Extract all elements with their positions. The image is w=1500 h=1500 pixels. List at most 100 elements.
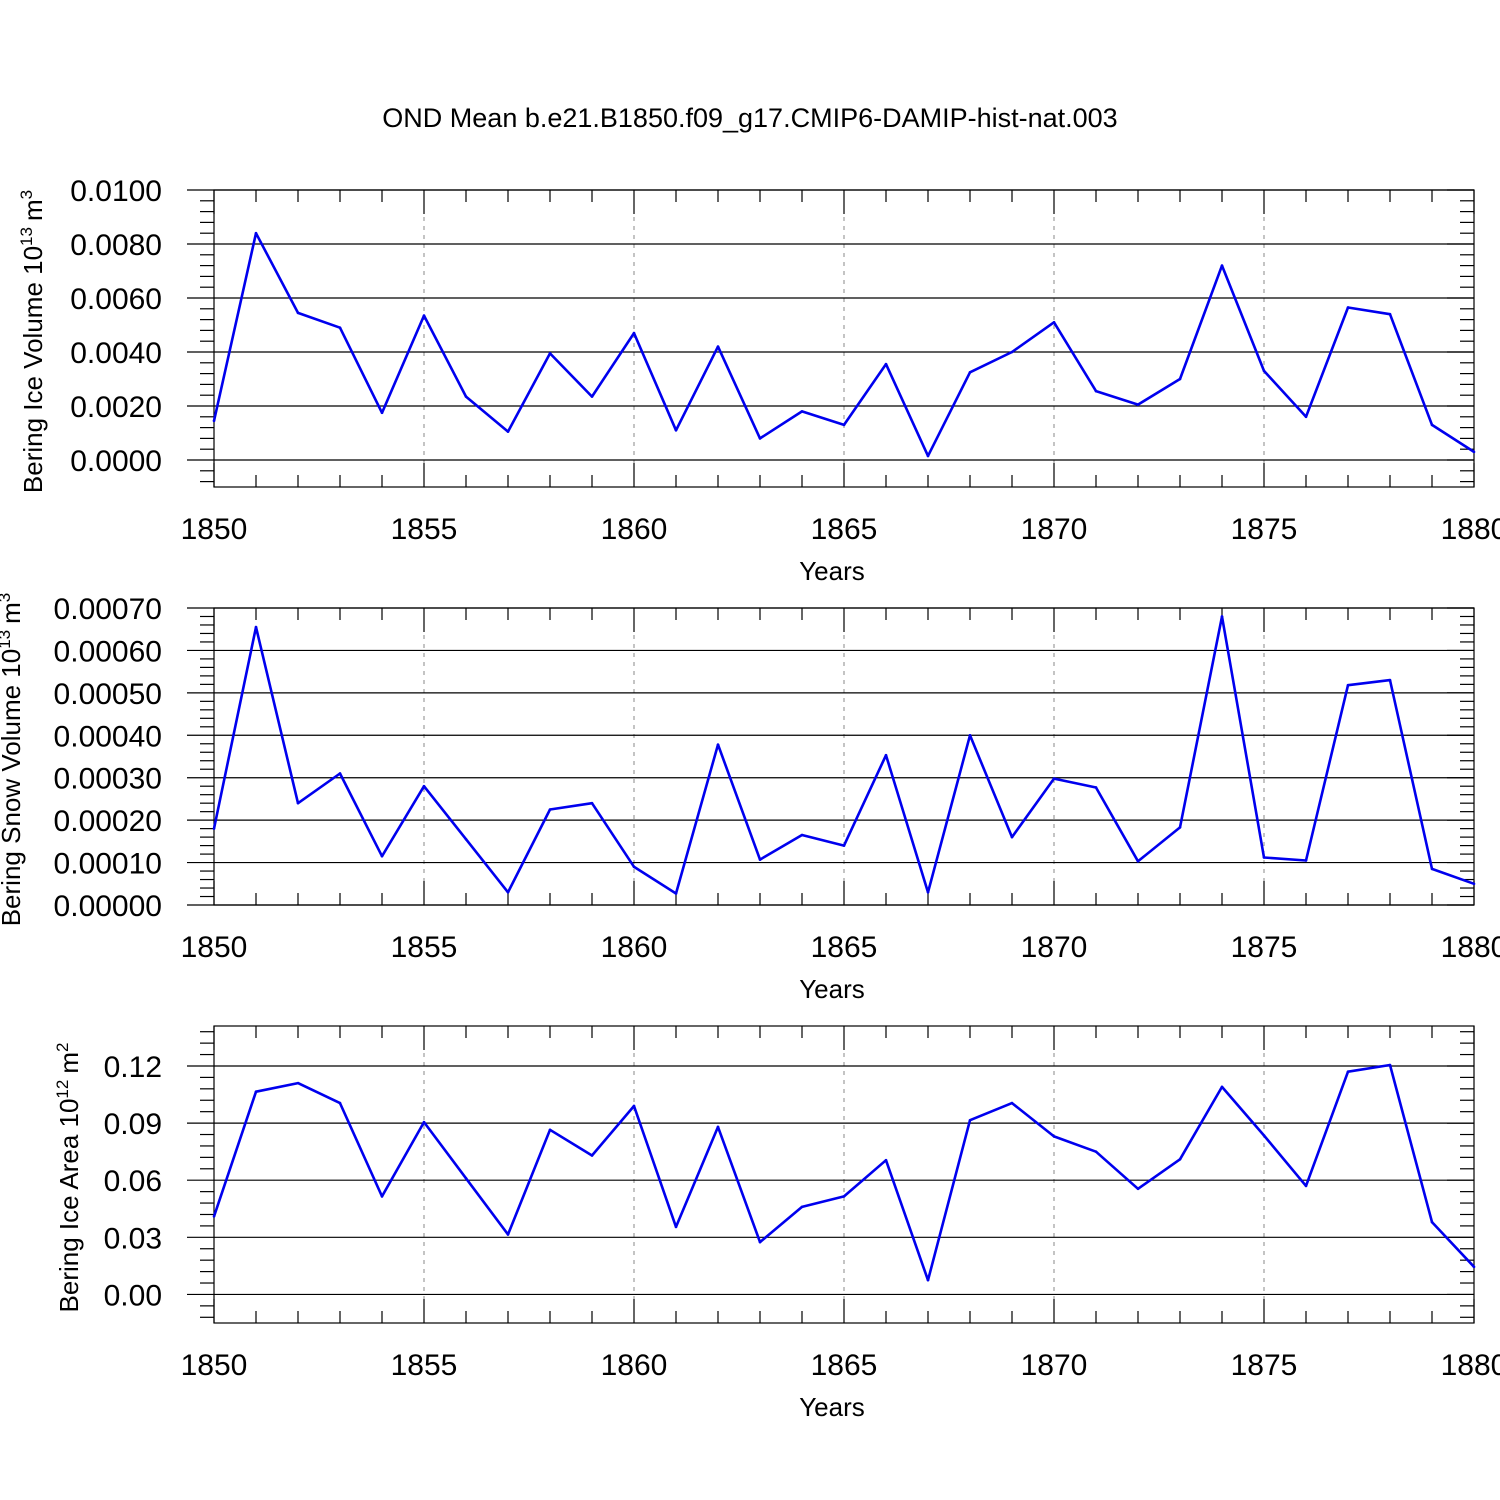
data-point bbox=[338, 326, 342, 330]
data-point bbox=[1346, 683, 1350, 687]
data-point bbox=[1220, 615, 1224, 618]
data-point bbox=[1304, 415, 1308, 419]
y-axis-title-exponent: 13 bbox=[17, 227, 36, 246]
y-axis-title-unit: m bbox=[54, 1052, 84, 1074]
data-point bbox=[1388, 678, 1392, 682]
data-point bbox=[338, 1101, 342, 1105]
data-point bbox=[674, 429, 678, 432]
data-point bbox=[212, 419, 216, 423]
x-tick-label: 1875 bbox=[1231, 1349, 1298, 1382]
x-tick-label: 1870 bbox=[1021, 931, 1088, 964]
y-axis-title-unit-exponent: 3 bbox=[17, 190, 36, 199]
data-point bbox=[212, 1215, 216, 1218]
y-tick-label: 0.0000 bbox=[70, 445, 162, 478]
y-tick-label: 0.00060 bbox=[54, 635, 162, 668]
x-tick-label: 1865 bbox=[811, 931, 878, 964]
data-point bbox=[632, 865, 636, 869]
x-tick-label: 1880 bbox=[1441, 931, 1500, 964]
data-point bbox=[296, 1081, 300, 1085]
y-tick-label: 0.0020 bbox=[70, 391, 162, 424]
data-point bbox=[758, 437, 762, 440]
y-axis-title-unit-exponent: 3 bbox=[0, 593, 14, 602]
data-point bbox=[1136, 403, 1140, 406]
x-tick-label: 1875 bbox=[1231, 931, 1298, 964]
data-point bbox=[926, 890, 930, 894]
y-tick-label: 0.03 bbox=[104, 1222, 162, 1255]
x-tick-label: 1855 bbox=[391, 931, 458, 964]
data-point bbox=[1346, 1070, 1350, 1073]
panel-1: 0.0000 0.0020 0.0040 0.0060 0.0080 0.0100 1850… bbox=[17, 175, 1500, 586]
data-point bbox=[1262, 1134, 1266, 1137]
data-point bbox=[254, 625, 258, 629]
y-axis-title-text: Bering Ice Area 10 bbox=[54, 1099, 84, 1313]
data-point bbox=[674, 892, 678, 895]
data-point bbox=[1094, 389, 1098, 393]
data-point bbox=[1094, 786, 1098, 789]
y-tick-label: 0.0060 bbox=[70, 283, 162, 316]
data-point bbox=[1262, 856, 1266, 859]
y-tick-label: 0.09 bbox=[104, 1108, 162, 1141]
y-axis-title: Bering Snow Volume 1013 m3 bbox=[0, 593, 26, 927]
x-tick-label: 1870 bbox=[1021, 1349, 1088, 1382]
x-tick-label: 1855 bbox=[391, 513, 458, 546]
data-point bbox=[548, 808, 552, 811]
data-point bbox=[716, 345, 720, 348]
data-point bbox=[422, 1120, 426, 1124]
y-tick-label: 0.00050 bbox=[54, 678, 162, 711]
data-point bbox=[254, 1090, 258, 1093]
data-point bbox=[758, 1240, 762, 1244]
data-point bbox=[548, 1128, 552, 1132]
data-point bbox=[1136, 1187, 1140, 1191]
y-axis-title-exponent: 12 bbox=[53, 1080, 72, 1099]
data-point bbox=[1178, 826, 1182, 829]
y-tick-label: 0.00040 bbox=[54, 720, 162, 753]
data-point bbox=[800, 1205, 804, 1209]
data-point bbox=[1262, 369, 1266, 373]
data-point bbox=[632, 1104, 636, 1108]
x-tick-label: 1855 bbox=[391, 1349, 458, 1382]
data-point bbox=[968, 1118, 972, 1122]
data-point bbox=[842, 423, 846, 427]
panel-3: 0.00 0.03 0.06 0.09 0.12 1850 1855 1860 1865 1870… bbox=[53, 1025, 1500, 1422]
y-tick-label: 0.00000 bbox=[54, 890, 162, 923]
y-tick-label: 0.0100 bbox=[70, 175, 162, 208]
data-point bbox=[1430, 867, 1434, 871]
data-point bbox=[1472, 450, 1476, 454]
data-point bbox=[590, 395, 594, 398]
data-point bbox=[800, 410, 804, 413]
data-point bbox=[254, 231, 258, 235]
data-point bbox=[1052, 777, 1056, 780]
y-tick-label: 0.00070 bbox=[54, 593, 162, 626]
y-axis-title-exponent: 13 bbox=[0, 630, 14, 649]
data-point bbox=[1346, 306, 1350, 309]
data-point bbox=[968, 733, 972, 737]
y-tick-label: 0.12 bbox=[104, 1051, 162, 1084]
data-point bbox=[1220, 1085, 1224, 1089]
data-point bbox=[296, 801, 300, 805]
y-axis-title: Bering Ice Area 1012 m2 bbox=[53, 1043, 84, 1313]
data-point bbox=[1010, 835, 1014, 839]
x-tick-label: 1865 bbox=[811, 513, 878, 546]
data-point bbox=[716, 743, 720, 746]
data-point bbox=[1430, 1220, 1434, 1224]
y-tick-label: 0.00030 bbox=[54, 763, 162, 796]
data-point bbox=[464, 395, 468, 398]
y-tick-label: 0.0040 bbox=[70, 337, 162, 370]
data-point bbox=[1136, 859, 1140, 863]
y-tick-label: 0.06 bbox=[104, 1165, 162, 1198]
data-point bbox=[1430, 423, 1434, 427]
data-point bbox=[926, 1278, 930, 1282]
data-point bbox=[884, 753, 888, 757]
data-point bbox=[506, 1233, 510, 1236]
data-point bbox=[884, 362, 888, 366]
data-point bbox=[338, 772, 342, 775]
data-point bbox=[842, 844, 846, 847]
y-axis-title: Bering Ice Volume 1013 m3 bbox=[17, 190, 48, 493]
data-point bbox=[506, 430, 510, 433]
x-tick-label: 1850 bbox=[181, 1349, 248, 1382]
x-axis-title: Years bbox=[799, 556, 865, 586]
panel-2: 0.00000 0.00010 0.00020 0.00030 0.00040 0.000… bbox=[0, 593, 1500, 1004]
x-tick-label: 1860 bbox=[601, 931, 668, 964]
data-point bbox=[1052, 321, 1056, 324]
data-point bbox=[464, 1177, 468, 1180]
